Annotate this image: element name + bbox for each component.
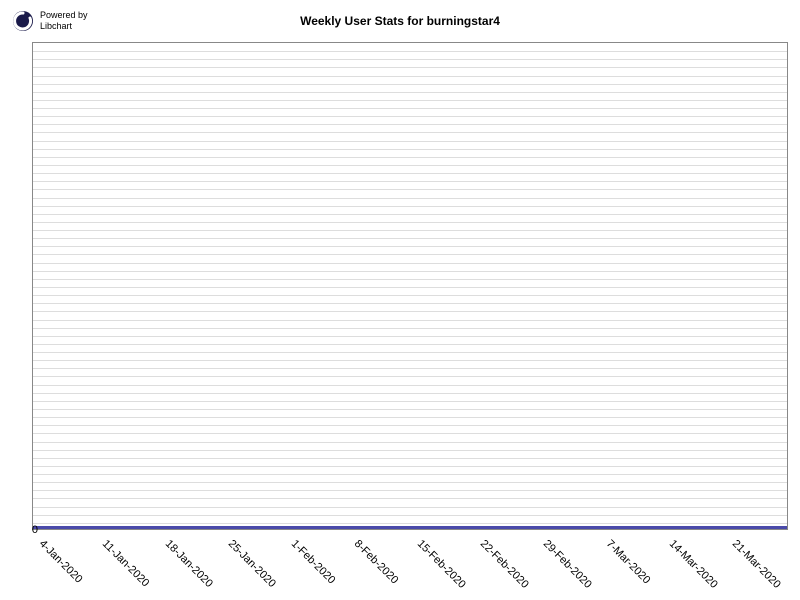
gridline xyxy=(33,336,787,337)
gridline xyxy=(33,206,787,207)
gridline xyxy=(33,84,787,85)
gridline xyxy=(33,450,787,451)
x-tick-label: 11-Jan-2020 xyxy=(100,538,152,590)
gridline xyxy=(33,295,787,296)
x-tick-label: 22-Feb-2020 xyxy=(478,538,531,591)
gridline xyxy=(33,344,787,345)
gridline xyxy=(33,498,787,499)
gridline xyxy=(33,482,787,483)
gridlines xyxy=(33,43,787,529)
gridline xyxy=(33,263,787,264)
gridline xyxy=(33,100,787,101)
gridline xyxy=(33,92,787,93)
gridline xyxy=(33,442,787,443)
gridline xyxy=(33,474,787,475)
gridline xyxy=(33,401,787,402)
data-line xyxy=(33,526,787,529)
chart-title: Weekly User Stats for burningstar4 xyxy=(300,14,500,28)
gridline xyxy=(33,132,787,133)
x-tick-label: 7-Mar-2020 xyxy=(604,538,653,587)
x-tick-label: 21-Mar-2020 xyxy=(730,538,783,591)
gridline xyxy=(33,376,787,377)
gridline xyxy=(33,311,787,312)
gridline xyxy=(33,214,787,215)
gridline xyxy=(33,287,787,288)
gridline xyxy=(33,466,787,467)
gridline xyxy=(33,507,787,508)
gridline xyxy=(33,67,787,68)
gridline xyxy=(33,360,787,361)
y-tick-label: 0 xyxy=(32,524,38,536)
gridline xyxy=(33,222,787,223)
gridline xyxy=(33,352,787,353)
gridline xyxy=(33,433,787,434)
x-tick-label: 18-Jan-2020 xyxy=(163,538,215,590)
gridline xyxy=(33,320,787,321)
plot-area xyxy=(32,42,788,530)
gridline xyxy=(33,173,787,174)
gridline xyxy=(33,409,787,410)
gridline xyxy=(33,425,787,426)
gridline xyxy=(33,458,787,459)
gridline xyxy=(33,76,787,77)
x-tick-label: 8-Feb-2020 xyxy=(352,538,401,587)
gridline xyxy=(33,279,787,280)
gridline xyxy=(33,198,787,199)
gridline xyxy=(33,51,787,52)
gridline xyxy=(33,59,787,60)
gridline xyxy=(33,490,787,491)
gridline xyxy=(33,523,787,524)
x-tick-label: 14-Mar-2020 xyxy=(667,538,720,591)
gridline xyxy=(33,238,787,239)
gridline xyxy=(33,189,787,190)
gridline xyxy=(33,254,787,255)
x-tick-label: 4-Jan-2020 xyxy=(37,538,85,586)
x-tick-label: 15-Feb-2020 xyxy=(415,538,468,591)
gridline xyxy=(33,393,787,394)
gridline xyxy=(33,116,787,117)
x-tick-label: 1-Feb-2020 xyxy=(289,538,338,587)
gridline xyxy=(33,141,787,142)
gridline xyxy=(33,515,787,516)
gridline xyxy=(33,157,787,158)
x-tick-label: 29-Feb-2020 xyxy=(541,538,594,591)
libchart-text: Libchart xyxy=(40,21,88,32)
gridline xyxy=(33,165,787,166)
gridline xyxy=(33,246,787,247)
powered-by-text: Powered by xyxy=(40,10,88,21)
gridline xyxy=(33,385,787,386)
libchart-logo-icon xyxy=(12,10,34,32)
gridline xyxy=(33,271,787,272)
gridline xyxy=(33,303,787,304)
x-tick-label: 25-Jan-2020 xyxy=(226,538,278,590)
logo-area: Powered by Libchart xyxy=(12,10,88,32)
gridline xyxy=(33,181,787,182)
gridline xyxy=(33,149,787,150)
gridline xyxy=(33,417,787,418)
logo-text: Powered by Libchart xyxy=(40,10,88,32)
gridline xyxy=(33,368,787,369)
gridline xyxy=(33,124,787,125)
chart-container xyxy=(32,42,788,530)
gridline xyxy=(33,108,787,109)
gridline xyxy=(33,328,787,329)
gridline xyxy=(33,230,787,231)
